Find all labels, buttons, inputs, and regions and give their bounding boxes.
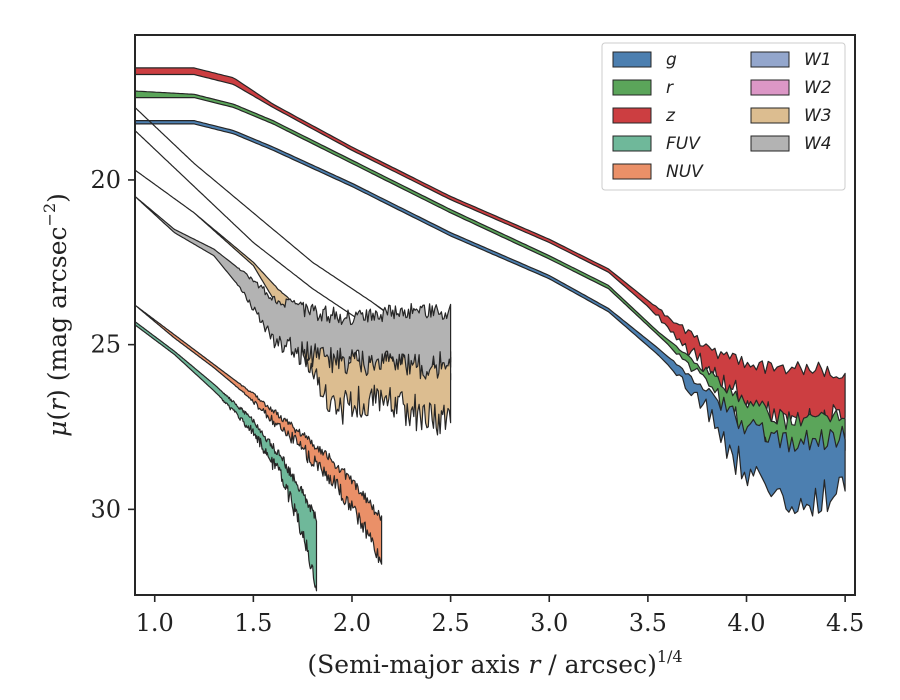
y-tick-label: 25	[90, 331, 121, 359]
legend-label-z: z	[665, 106, 676, 126]
band-g	[135, 120, 846, 517]
legend-label-w3: W3	[804, 106, 832, 126]
profile-bands	[135, 67, 846, 592]
legend-label-w1: W1	[804, 50, 832, 70]
band-z	[135, 67, 846, 433]
x-tick-label: 4.0	[727, 609, 765, 637]
band-w3	[135, 169, 452, 436]
legend-swatch-fuv	[612, 135, 652, 152]
legend-label-r: r	[666, 78, 674, 98]
x-tick-label: 3.0	[530, 609, 568, 637]
y-tick-label: 30	[90, 495, 121, 523]
x-tick-label: 2.0	[333, 609, 371, 637]
legend-swatch-w2	[750, 79, 790, 96]
x-axis-ticks: 1.0 1.5 2.0 2.5 3.0 3.5 4.0 4.5	[136, 595, 864, 637]
legend: grz FUV NUV W1 W2 W3 W4	[601, 42, 846, 191]
band-nuv	[135, 304, 383, 565]
x-tick-label: 4.5	[826, 609, 864, 637]
legend-swatch-nuv	[612, 163, 652, 180]
legend-label-w2: W2	[804, 78, 832, 98]
legend-label-w4: W4	[804, 134, 832, 154]
legend-swatch-z	[612, 107, 652, 124]
legend-swatch-w3	[750, 107, 790, 124]
band-w4	[135, 195, 452, 380]
x-tick-label: 1.0	[136, 609, 174, 637]
legend-swatch-w4	[750, 135, 790, 152]
y-tick-label: 20	[90, 166, 121, 194]
x-tick-label: 2.5	[432, 609, 470, 637]
legend-swatch-w1	[750, 51, 790, 68]
legend-label-nuv: NUV	[666, 162, 704, 182]
x-axis-label: (Semi-major axis r / arcsec)1/4	[307, 647, 682, 679]
y-axis-label: μ(r) (mag arcsec−2)	[40, 193, 72, 437]
legend-label-fuv: FUV	[666, 134, 701, 154]
band-fuv	[135, 321, 318, 592]
y-axis-ticks: 20 25 30	[90, 166, 135, 523]
x-tick-label: 1.5	[234, 609, 272, 637]
legend-label-g: g	[666, 50, 677, 70]
plot-frame	[134, 34, 856, 596]
legend-swatch-g	[612, 51, 652, 68]
x-tick-label: 3.5	[629, 609, 667, 637]
legend-swatch-r	[612, 79, 652, 96]
